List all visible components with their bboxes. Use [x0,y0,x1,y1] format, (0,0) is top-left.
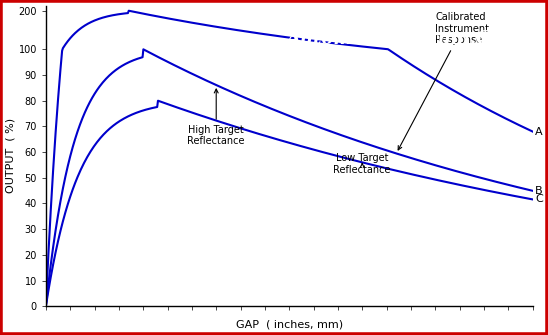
Text: AutomationForum.Co: AutomationForum.Co [286,29,503,48]
Text: A: A [535,127,543,137]
Text: Calibrated
Instrument
Response: Calibrated Instrument Response [398,12,489,150]
Text: B: B [535,186,543,196]
Y-axis label: OUTPUT  ( %): OUTPUT ( %) [5,118,15,194]
Text: Low Target
Reflectance: Low Target Reflectance [334,153,391,175]
Text: C: C [535,194,543,204]
Text: High Target
Reflectance: High Target Reflectance [187,89,245,146]
X-axis label: GAP  ( inches, mm): GAP ( inches, mm) [236,320,343,329]
